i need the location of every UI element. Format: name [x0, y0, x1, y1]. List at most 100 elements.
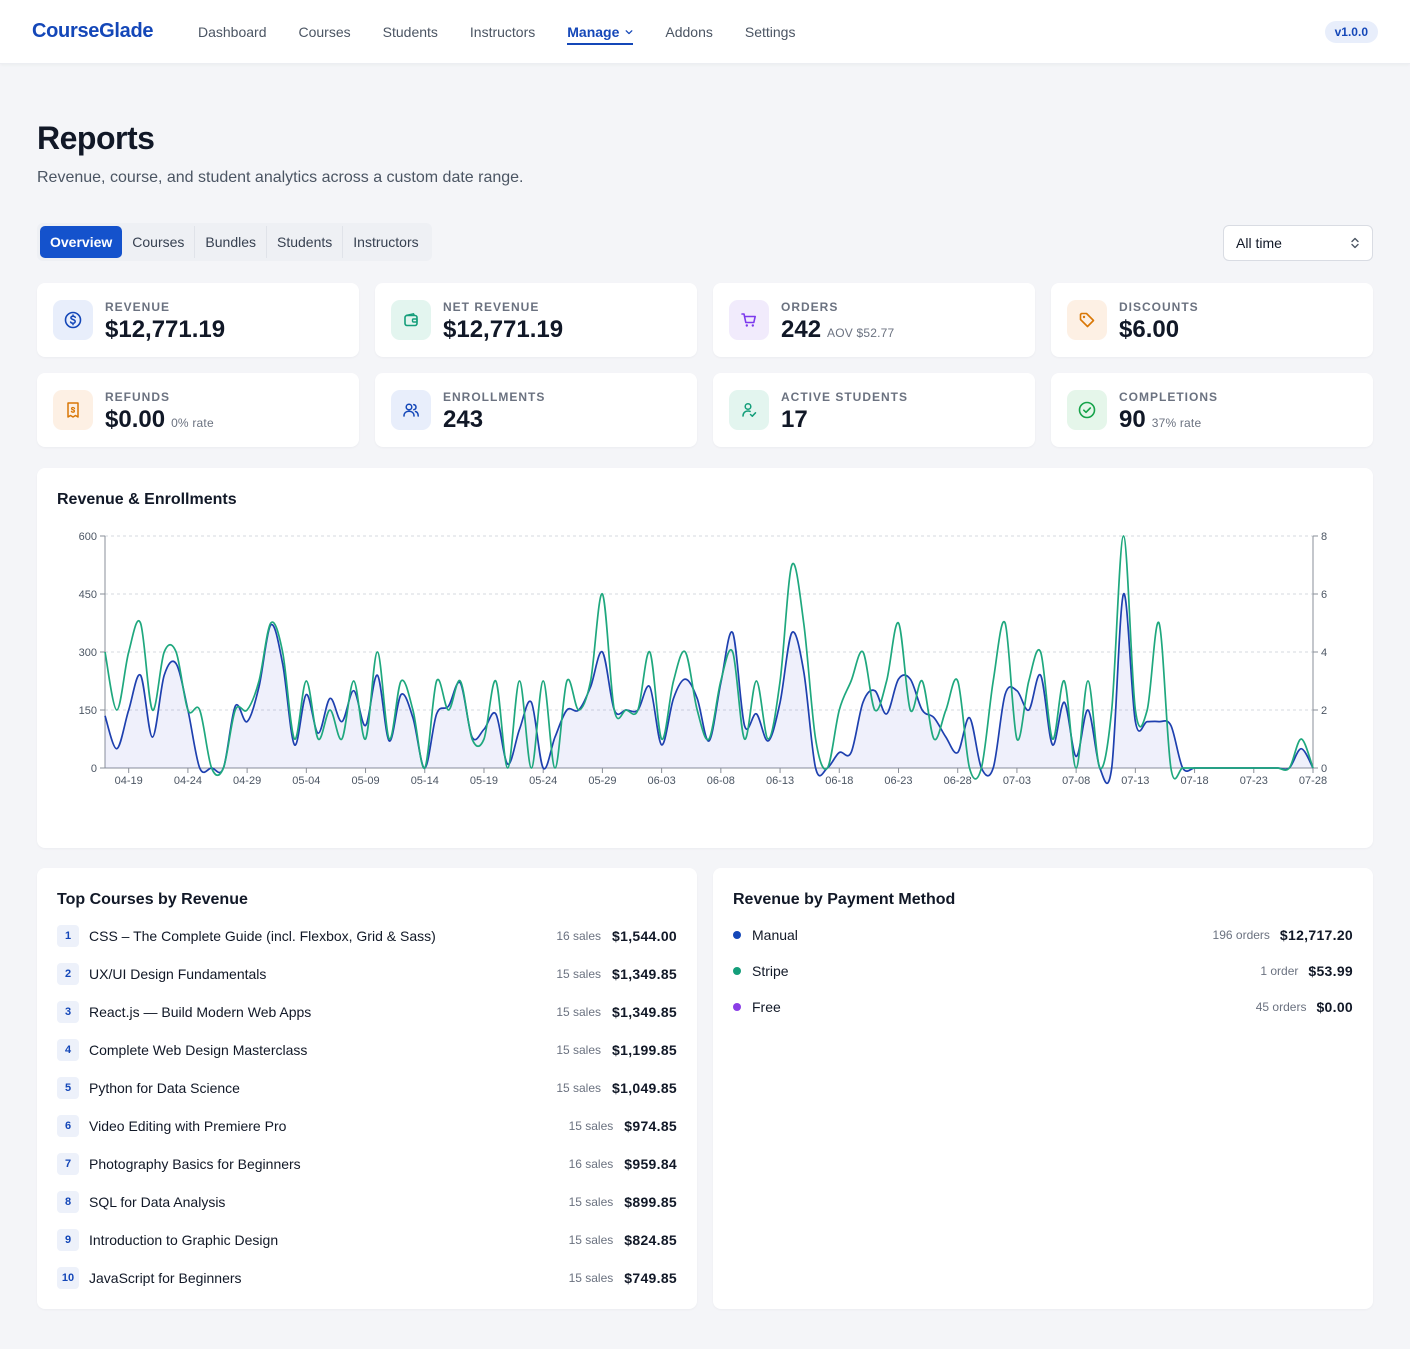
- course-amount: $824.85: [624, 1232, 677, 1248]
- x-tick-label: 04-29: [233, 775, 261, 787]
- stat-card-active-students: ACTIVE STUDENTS 17: [713, 373, 1035, 447]
- course-row[interactable]: 6 Video Editing with Premiere Pro 15 sales…: [57, 1114, 677, 1138]
- stat-value: 243: [443, 406, 483, 434]
- x-tick-label: 07-28: [1299, 775, 1327, 787]
- nav-label: Instructors: [469, 24, 536, 40]
- cart-icon: [729, 300, 769, 340]
- receipt-icon: [53, 390, 93, 430]
- course-amount: $1,349.85: [612, 1004, 677, 1020]
- payment-color-dot: [733, 1003, 741, 1011]
- course-rank: 10: [57, 1267, 79, 1289]
- course-name: Complete Web Design Masterclass: [89, 1042, 308, 1058]
- x-tick-label: 06-23: [884, 775, 912, 787]
- nav-item-settings[interactable]: Settings: [745, 0, 796, 64]
- x-tick-label: 06-18: [825, 775, 853, 787]
- user-check-icon: [729, 390, 769, 430]
- course-sales: 15 sales: [556, 1005, 602, 1019]
- y2-tick-label: 4: [1321, 647, 1327, 659]
- payment-methods-title: Revenue by Payment Method: [733, 891, 956, 908]
- stat-value: $12,771.19: [105, 316, 225, 344]
- tab-courses[interactable]: Courses: [132, 234, 185, 250]
- chevron-up-down-icon: [1351, 237, 1359, 249]
- y-tick-label: 150: [79, 705, 97, 717]
- stat-card-enrollments: ENROLLMENTS 243: [375, 373, 697, 447]
- tab-bundles[interactable]: Bundles: [194, 226, 266, 258]
- x-tick-label: 06-08: [707, 775, 735, 787]
- course-row[interactable]: 9 Introduction to Graphic Design 15 sales $…: [57, 1228, 677, 1252]
- tab-instructors[interactable]: Instructors: [342, 226, 428, 258]
- course-rank: 6: [57, 1115, 79, 1137]
- stat-label: COMPLETIONS: [1119, 390, 1219, 404]
- course-sales: 15 sales: [556, 1043, 602, 1057]
- course-row[interactable]: 1 CSS – The Complete Guide (incl. Flexbox…: [57, 924, 677, 948]
- stat-card-orders: ORDERS 242 AOV $52.77: [713, 283, 1035, 357]
- tab-overview[interactable]: Overview: [40, 226, 123, 258]
- tab-students[interactable]: Students: [266, 226, 342, 258]
- stat-card-discounts: DISCOUNTS $6.00: [1051, 283, 1373, 357]
- stat-label: REFUNDS: [105, 390, 171, 404]
- x-tick-label: 05-04: [292, 775, 320, 787]
- course-row[interactable]: 8 SQL for Data Analysis 15 sales $899.85: [57, 1190, 677, 1214]
- stat-value: 90 37% rate: [1119, 406, 1201, 434]
- course-name: Python for Data Science: [89, 1080, 240, 1096]
- stat-value: $0.00 0% rate: [105, 406, 214, 434]
- nav-item-students[interactable]: Students: [383, 0, 438, 64]
- app-logo[interactable]: CourseGlade: [32, 20, 154, 42]
- course-amount: $749.85: [624, 1270, 677, 1286]
- stat-subtext: 0% rate: [171, 416, 214, 430]
- stat-label: ENROLLMENTS: [443, 390, 546, 404]
- course-sales: 16 sales: [568, 1157, 614, 1171]
- x-tick-label: 07-18: [1180, 775, 1208, 787]
- course-name: JavaScript for Beginners: [89, 1270, 242, 1286]
- course-row[interactable]: 3 React.js — Build Modern Web Apps 15 sale…: [57, 1000, 677, 1024]
- report-tabs: Overview Courses Bundles Students Instru…: [37, 223, 432, 261]
- stat-value-text: $6.00: [1119, 316, 1180, 343]
- course-amount: $1,544.00: [612, 928, 677, 944]
- course-rank: 2: [57, 963, 79, 985]
- payment-method-name: Manual: [752, 927, 798, 943]
- stat-label: NET REVENUE: [443, 300, 540, 314]
- stat-subtext: AOV $52.77: [827, 326, 895, 340]
- page-subtitle: Revenue, course, and student analytics a…: [37, 169, 524, 186]
- dollar-icon: [53, 300, 93, 340]
- payment-methods-card: Revenue by Payment Method Manual 196 orde…: [713, 868, 1373, 1309]
- x-tick-label: 05-19: [470, 775, 498, 787]
- course-sales: 15 sales: [568, 1119, 614, 1133]
- payment-method-row: Manual 196 orders $12,717.20: [733, 925, 1353, 945]
- tag-icon: [1067, 300, 1107, 340]
- wallet-icon: [391, 300, 431, 340]
- course-row[interactable]: 10 JavaScript for Beginners 15 sales $749.8…: [57, 1266, 677, 1290]
- stat-value: 17: [781, 406, 808, 434]
- nav-item-instructors[interactable]: Instructors: [470, 0, 535, 64]
- stat-value-text: $12,771.19: [443, 316, 564, 343]
- x-tick-label: 06-03: [648, 775, 676, 787]
- course-name: UX/UI Design Fundamentals: [89, 966, 267, 982]
- stat-value-text: 90: [1119, 406, 1146, 433]
- course-row[interactable]: 2 UX/UI Design Fundamentals 15 sales $1,349…: [57, 962, 677, 986]
- main-nav: Dashboard Courses Students Instructors M…: [198, 0, 827, 64]
- nav-item-manage[interactable]: Manage: [567, 0, 634, 64]
- chart-title: Revenue & Enrollments: [57, 491, 237, 508]
- nav-label: Manage: [567, 24, 620, 40]
- stat-value-text: 243: [443, 406, 484, 433]
- course-row[interactable]: 5 Python for Data Science 15 sales $1,049.8…: [57, 1076, 677, 1100]
- page-title: Reports: [37, 120, 155, 156]
- payment-color-dot: [733, 931, 741, 939]
- y-tick-label: 600: [79, 531, 97, 543]
- nav-item-dashboard[interactable]: Dashboard: [198, 0, 267, 64]
- y2-tick-label: 6: [1321, 589, 1327, 601]
- course-row[interactable]: 7 Photography Basics for Beginners 16 sale…: [57, 1152, 677, 1176]
- course-row[interactable]: 4 Complete Web Design Masterclass 15 sales…: [57, 1038, 677, 1062]
- x-tick-label: 05-09: [351, 775, 379, 787]
- course-name: Video Editing with Premiere Pro: [89, 1118, 287, 1134]
- nav-item-courses[interactable]: Courses: [299, 0, 351, 64]
- x-tick-label: 06-13: [766, 775, 794, 787]
- date-range-select[interactable]: All time: [1223, 225, 1373, 261]
- course-amount: $974.85: [624, 1118, 677, 1134]
- nav-item-addons[interactable]: Addons: [665, 0, 712, 64]
- payment-method-amount: $0.00: [1316, 999, 1353, 1015]
- course-amount: $959.84: [624, 1156, 677, 1172]
- payment-method-count: 45 orders: [1255, 1000, 1307, 1014]
- revenue-enrollments-chart: 0 150 300 450 600 0 2 4 6 8 04-19 04-24 04-29 05-04 05…: [79, 531, 1327, 787]
- top-navigation-bar: CourseGlade Dashboard Courses Students I…: [0, 0, 1410, 64]
